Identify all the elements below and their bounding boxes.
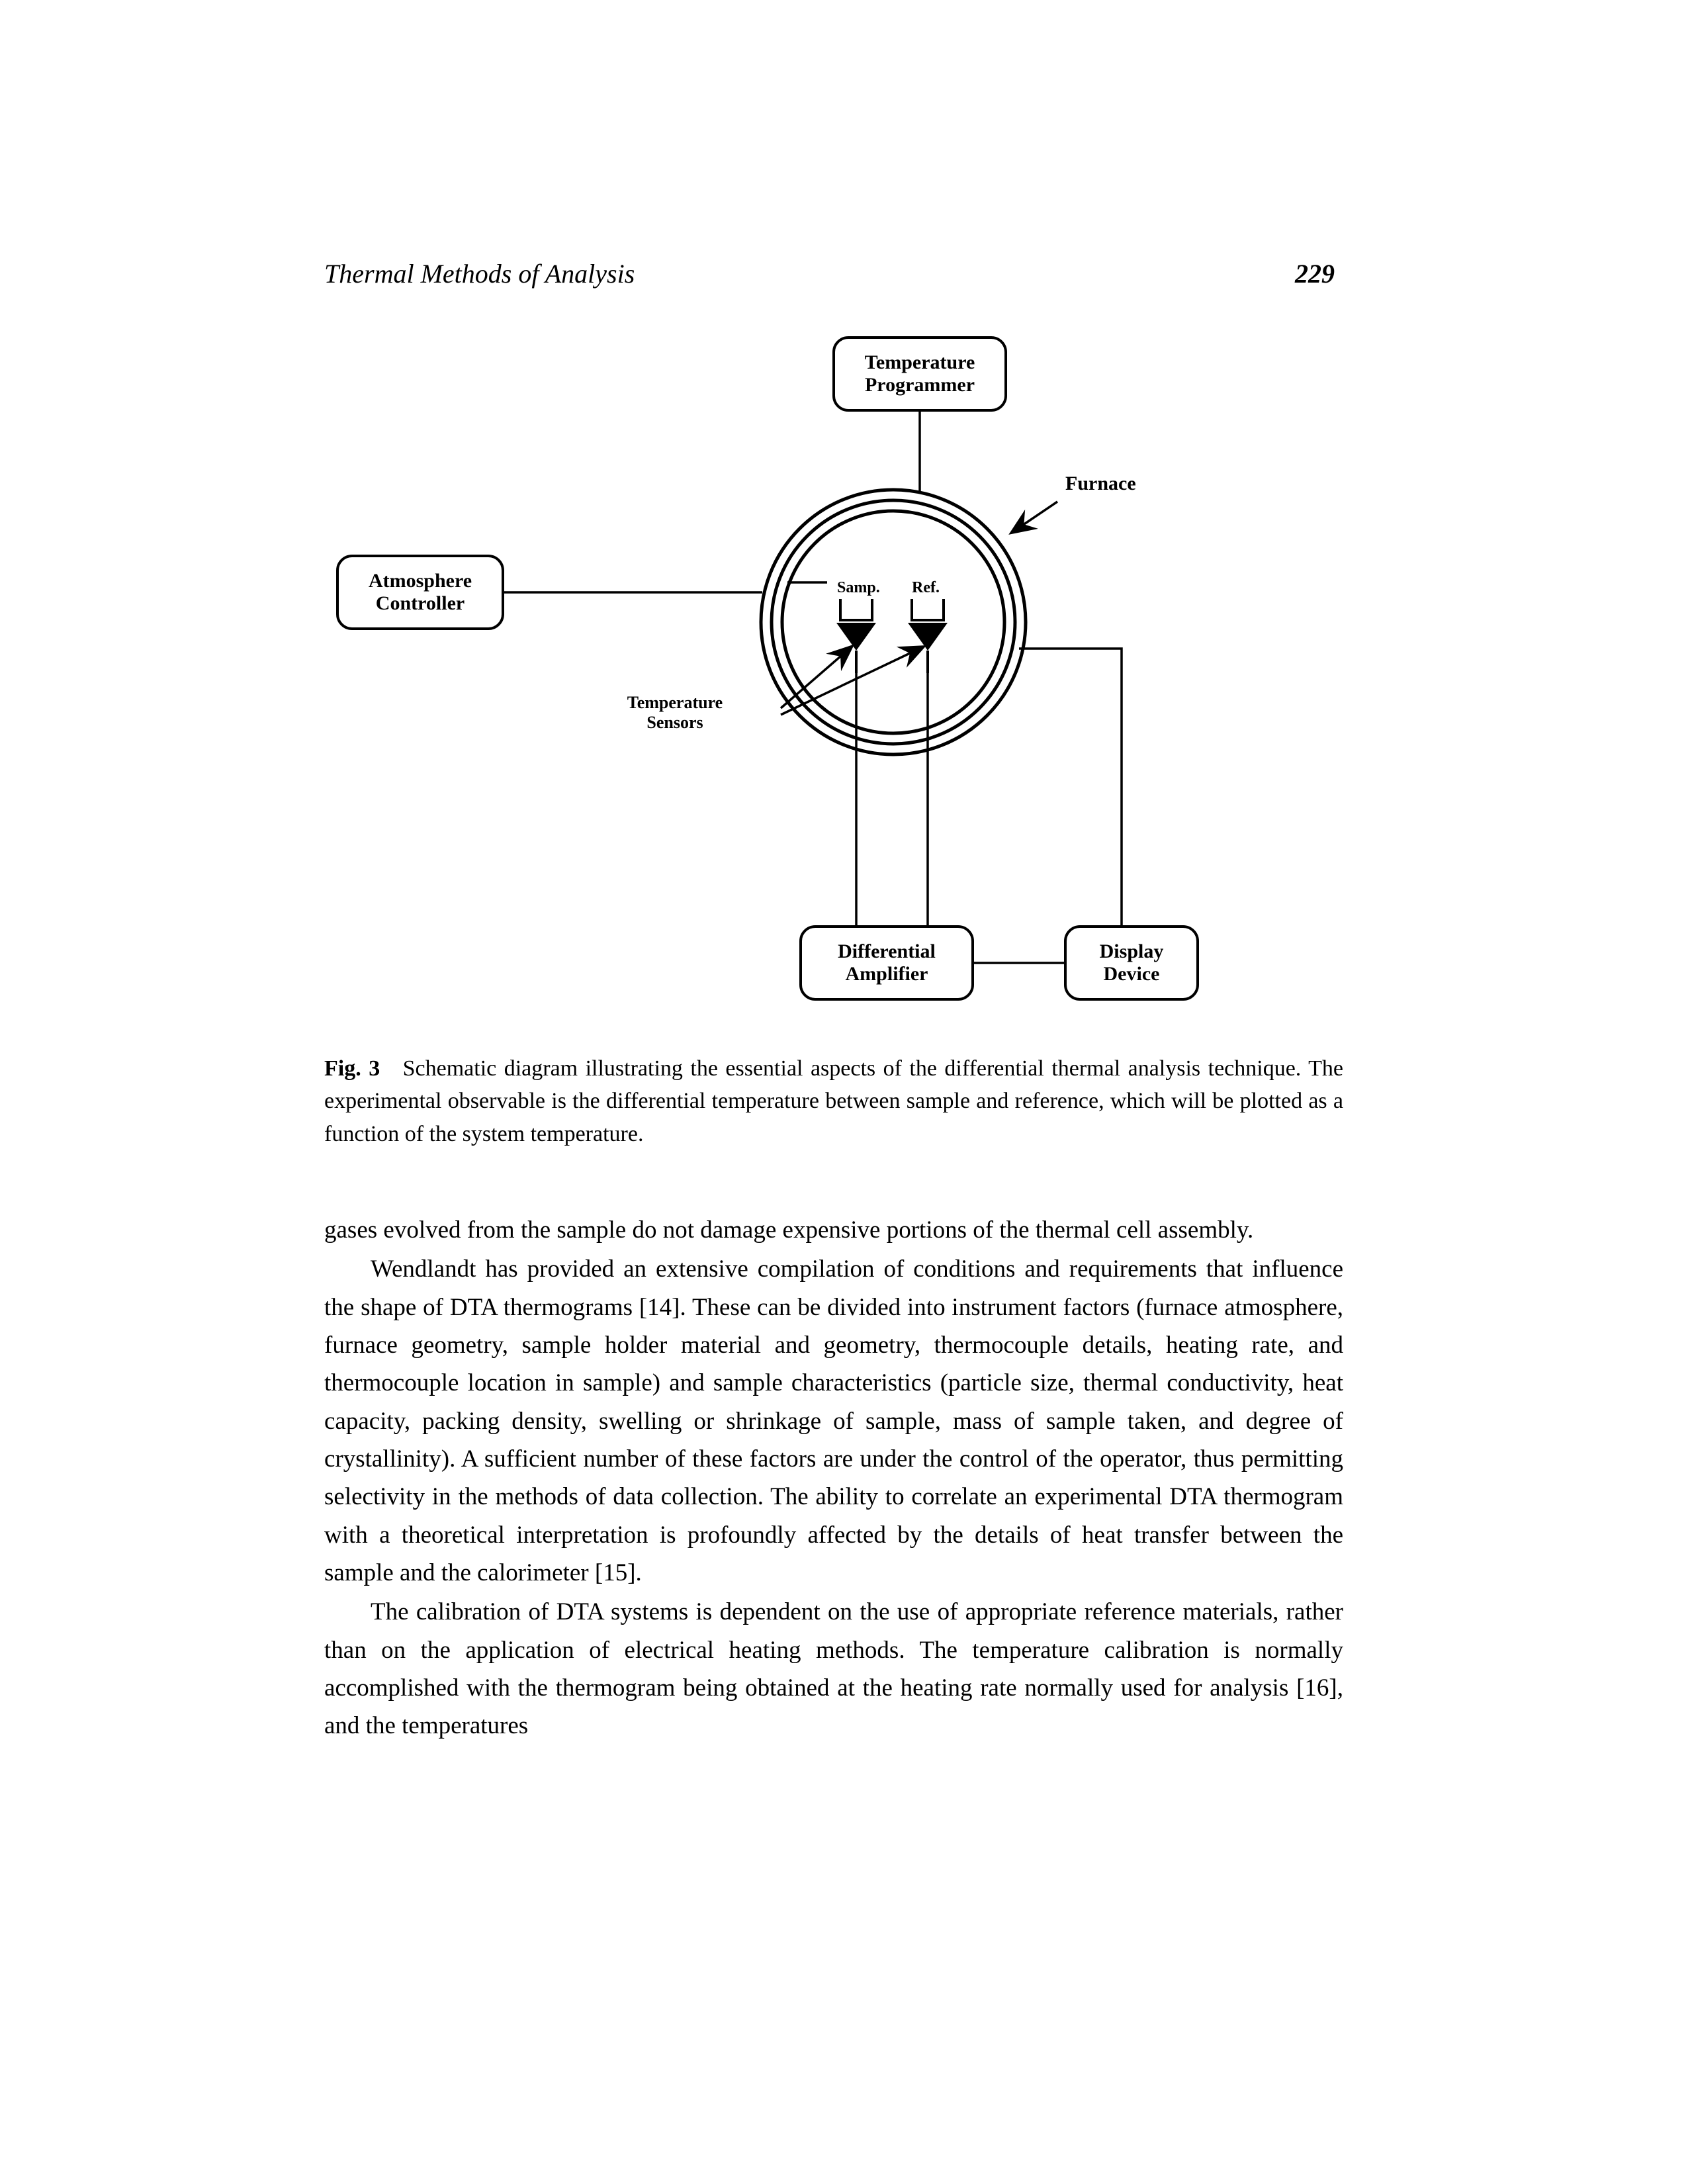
figure-caption-text: Schematic diagram illustrating the essen…	[324, 1056, 1343, 1146]
svg-text:Sensors: Sensors	[646, 713, 703, 732]
svg-text:Controller: Controller	[376, 592, 465, 614]
page: Thermal Methods of Analysis 229 Temperat…	[0, 0, 1688, 2184]
figure-label: Fig. 3	[324, 1056, 380, 1081]
svg-text:Display: Display	[1100, 940, 1164, 962]
svg-text:Amplifier: Amplifier	[846, 963, 928, 985]
running-header-title: Thermal Methods of Analysis	[324, 258, 635, 289]
svg-text:Furnace: Furnace	[1065, 473, 1136, 494]
body-text: gases evolved from the sample do not dam…	[324, 1211, 1343, 1747]
body-para-2: Wendlandt has provided an extensive comp…	[324, 1250, 1343, 1592]
diagram-edges	[503, 410, 1122, 963]
svg-text:Programmer: Programmer	[865, 374, 975, 396]
svg-text:Atmosphere: Atmosphere	[369, 570, 472, 592]
furnace-rings	[761, 490, 1026, 754]
svg-text:Temperature: Temperature	[627, 693, 723, 712]
figure-caption: Fig. 3 Schematic diagram illustrating th…	[324, 1052, 1343, 1150]
body-para-3: The calibration of DTA systems is depend…	[324, 1593, 1343, 1745]
page-number: 229	[1295, 258, 1335, 289]
svg-text:Differential: Differential	[838, 940, 936, 962]
dta-schematic-diagram: TemperatureProgrammerAtmosphereControlle…	[324, 318, 1343, 1019]
svg-text:Device: Device	[1104, 963, 1160, 985]
body-para-1: gases evolved from the sample do not dam…	[324, 1211, 1343, 1249]
svg-text:Ref.: Ref.	[912, 579, 940, 596]
svg-text:Samp.: Samp.	[837, 579, 880, 596]
svg-text:Temperature: Temperature	[865, 351, 975, 373]
